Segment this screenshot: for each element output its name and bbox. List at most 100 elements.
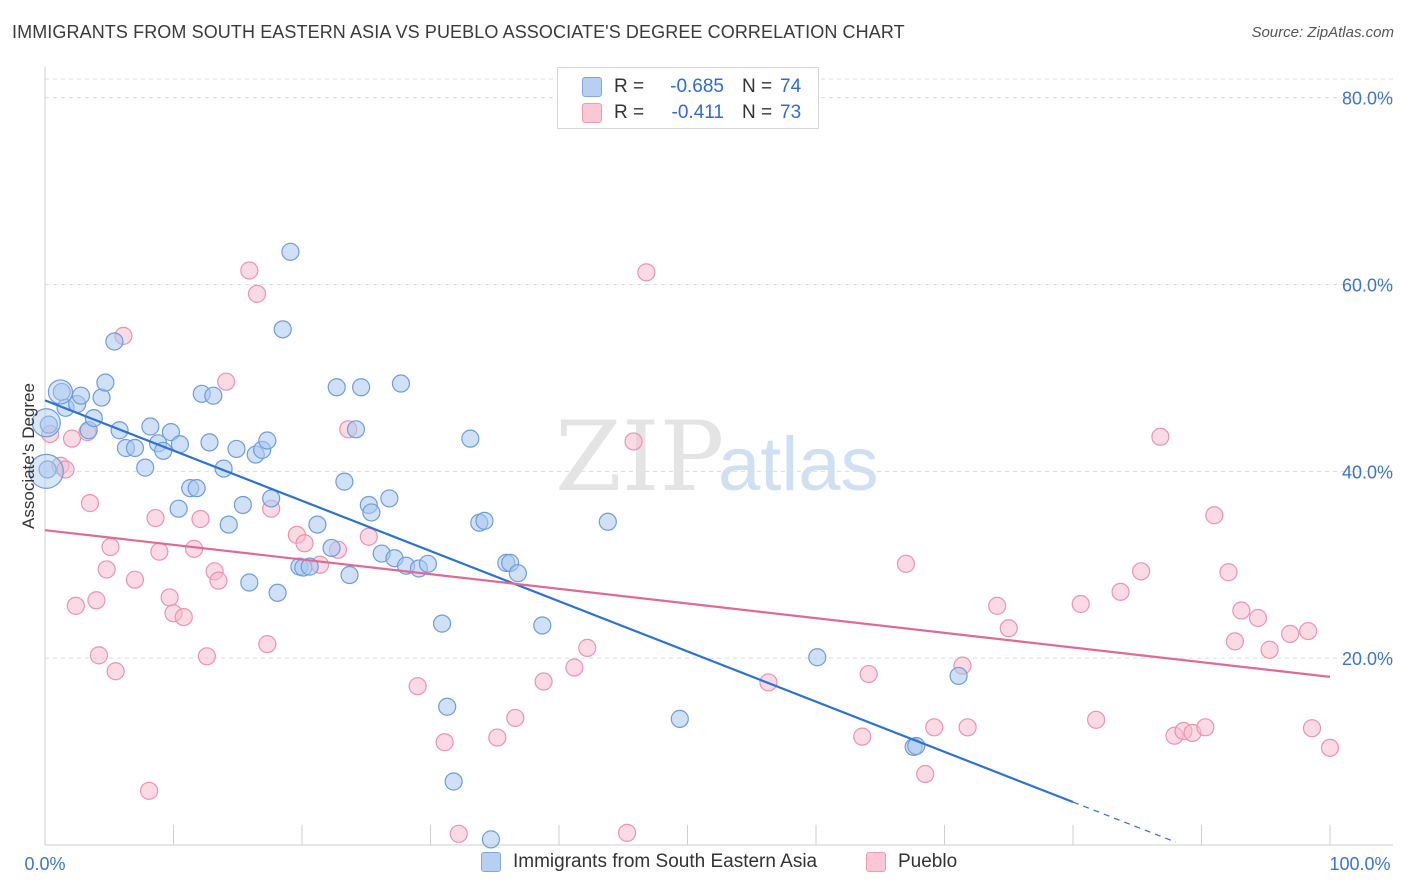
legend-row-pueblo: R = -0.411 N = 73 <box>582 101 801 125</box>
pueblo-trend-line <box>44 529 1331 678</box>
pueblo-point <box>916 764 935 784</box>
correlation-legend: R = -0.685 N = 74 R = -0.411 N = 73 <box>557 67 819 129</box>
sea-point <box>670 709 689 728</box>
sea-point <box>808 648 827 667</box>
tick-labels: 20.0% 40.0% 60.0% 80.0% 0.0% 100.0% <box>24 89 1393 874</box>
blue-swatch-icon <box>582 77 602 97</box>
pueblo-point <box>359 527 378 546</box>
pueblo-point <box>174 607 193 627</box>
sea-point <box>169 499 188 518</box>
pueblo-point <box>618 823 637 842</box>
pueblo-point <box>534 672 553 691</box>
sea-point <box>273 320 292 339</box>
legend-item-label: Pueblo <box>898 851 958 872</box>
sea-point <box>204 386 223 405</box>
sea-point <box>84 408 103 428</box>
sea-point <box>219 515 238 534</box>
pueblo-point <box>101 537 120 557</box>
legend-r-label: R = <box>614 76 645 97</box>
pueblo-point <box>217 372 236 391</box>
sea-trend-extension <box>1072 801 1177 843</box>
pueblo-point <box>1299 621 1318 641</box>
chart-title: IMMIGRANTS FROM SOUTH EASTERN ASIA VS PU… <box>12 22 905 42</box>
pueblo-point <box>999 619 1018 638</box>
sea-point-large <box>47 379 74 405</box>
pueblo-point <box>87 591 106 610</box>
pueblo-point <box>578 638 597 657</box>
pueblo-point <box>1260 640 1279 659</box>
sea-point <box>340 565 359 585</box>
sea-point <box>308 515 327 534</box>
y-tick-label: 60.0% <box>1342 276 1393 296</box>
pueblo-point <box>565 658 584 677</box>
sea-point <box>508 564 527 583</box>
pueblo-point <box>506 708 525 728</box>
sea-point <box>240 573 259 592</box>
watermark-atlas: atlas <box>718 422 879 507</box>
y-tick-label: 40.0% <box>1342 462 1393 482</box>
y-tick-label: 80.0% <box>1342 89 1393 109</box>
pueblo-point <box>89 646 109 665</box>
sea-point <box>461 429 480 448</box>
pueblo-point <box>1087 710 1106 729</box>
legend-item-sea[interactable]: Immigrants from South Eastern Asia <box>481 851 817 873</box>
pueblo-point <box>146 508 165 528</box>
pueblo-point <box>1320 738 1340 757</box>
watermark: ZIP atlas <box>555 401 879 513</box>
y-axis-label: Associate's Degree <box>19 383 38 529</box>
sea-point <box>161 423 181 442</box>
legend-item-pueblo[interactable]: Pueblo <box>866 851 957 873</box>
pueblo-point <box>449 824 468 843</box>
sea-point <box>141 417 160 436</box>
pink-swatch-icon <box>866 852 886 872</box>
pueblo-point <box>1151 427 1170 446</box>
sea-point <box>233 495 252 515</box>
pueblo-point <box>106 662 125 681</box>
pueblo-point <box>66 596 85 615</box>
pueblo-point <box>1225 632 1245 651</box>
legend-n-label: N = <box>742 76 773 97</box>
sea-point <box>380 489 399 508</box>
legend-r-value: -0.685 <box>670 76 724 97</box>
pueblo-point <box>150 542 169 561</box>
chart-source: Source: ZipAtlas.com <box>1251 24 1394 41</box>
pueblo-point <box>191 509 210 529</box>
sea-point <box>92 388 111 407</box>
legend-n-label: N = <box>742 102 773 123</box>
pueblo-point <box>97 560 116 579</box>
sea-point <box>335 472 354 491</box>
sea-point <box>438 697 457 716</box>
pueblo-point <box>209 571 228 590</box>
sea-point <box>444 772 463 791</box>
sea-point <box>125 438 145 458</box>
pueblo-point <box>896 554 916 573</box>
pueblo-point <box>1219 563 1238 582</box>
pueblo-point <box>859 664 878 684</box>
pueblo-point <box>197 647 217 666</box>
pueblo-point <box>1196 718 1215 737</box>
sea-point <box>432 614 452 633</box>
x-tick-label: 0.0% <box>24 854 65 874</box>
sea-point <box>481 830 500 849</box>
sea-point <box>258 431 277 450</box>
pueblo-point <box>56 460 75 479</box>
sea-point <box>38 460 57 479</box>
sea-point <box>281 242 300 261</box>
sea-point-large <box>28 453 64 489</box>
pueblo-point <box>1205 506 1224 525</box>
legend-r-label: R = <box>614 102 645 123</box>
pueblo-point <box>240 261 259 280</box>
sea-point <box>200 433 219 452</box>
legend-item-label: Immigrants from South Eastern Asia <box>513 851 818 872</box>
series-legend: Immigrants from South Eastern Asia Puebl… <box>0 851 1406 877</box>
sea-point <box>362 503 381 522</box>
pueblo-point <box>488 728 507 747</box>
pueblo-point <box>1132 562 1151 581</box>
sea-point <box>322 538 341 558</box>
sea-point <box>71 386 91 405</box>
pueblo-point <box>247 284 267 303</box>
pueblo-point <box>1111 582 1130 601</box>
sea-point <box>327 378 346 397</box>
sea-point <box>300 557 319 576</box>
